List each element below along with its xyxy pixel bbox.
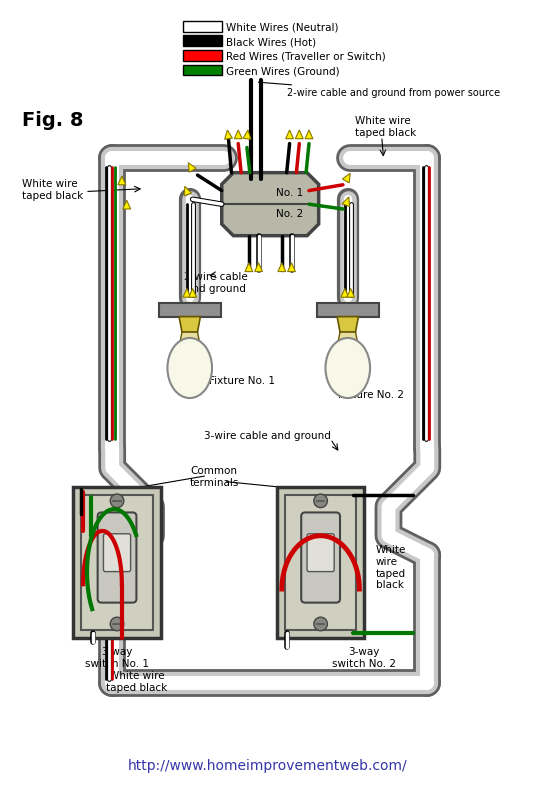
Polygon shape	[123, 200, 131, 209]
Polygon shape	[342, 197, 349, 206]
Ellipse shape	[167, 338, 212, 398]
Polygon shape	[184, 186, 191, 196]
Text: http://www.homeimprovementweb.com/: http://www.homeimprovementweb.com/	[128, 759, 407, 774]
Polygon shape	[337, 317, 359, 332]
Polygon shape	[341, 289, 349, 298]
Text: No. 2: No. 2	[276, 209, 303, 219]
Polygon shape	[285, 130, 294, 138]
Text: Common
terminals: Common terminals	[189, 466, 239, 487]
FancyBboxPatch shape	[183, 21, 222, 31]
Circle shape	[110, 617, 124, 630]
Polygon shape	[288, 263, 295, 271]
Ellipse shape	[326, 338, 370, 398]
Polygon shape	[245, 263, 253, 271]
Circle shape	[110, 494, 124, 508]
Polygon shape	[338, 332, 358, 342]
FancyBboxPatch shape	[301, 513, 340, 602]
FancyBboxPatch shape	[307, 534, 334, 571]
Polygon shape	[295, 130, 303, 138]
FancyBboxPatch shape	[277, 487, 364, 638]
Text: Fixture No. 2: Fixture No. 2	[338, 390, 404, 400]
Text: 3-wire cable and ground: 3-wire cable and ground	[204, 431, 331, 441]
Text: White Wires (Neutral): White Wires (Neutral)	[226, 22, 338, 33]
Polygon shape	[255, 263, 262, 271]
FancyBboxPatch shape	[317, 303, 379, 317]
FancyBboxPatch shape	[159, 303, 221, 317]
Polygon shape	[278, 263, 286, 271]
Polygon shape	[180, 332, 200, 342]
Text: Black Wires (Hot): Black Wires (Hot)	[226, 38, 316, 47]
Polygon shape	[118, 176, 126, 185]
Polygon shape	[183, 289, 191, 298]
Text: No. 1: No. 1	[276, 187, 303, 198]
Circle shape	[314, 617, 327, 630]
Text: Fig. 8: Fig. 8	[22, 111, 84, 130]
Text: 2-wire cable and ground from power source: 2-wire cable and ground from power sourc…	[258, 82, 500, 98]
Polygon shape	[343, 174, 350, 183]
Polygon shape	[179, 317, 200, 332]
Polygon shape	[243, 130, 251, 139]
Polygon shape	[234, 130, 242, 138]
FancyBboxPatch shape	[183, 65, 222, 75]
Polygon shape	[222, 173, 318, 236]
Polygon shape	[189, 289, 196, 298]
Text: White wire
taped black: White wire taped black	[22, 179, 83, 201]
Text: 2-wire cable
and ground: 2-wire cable and ground	[184, 272, 248, 294]
Polygon shape	[188, 162, 196, 172]
Circle shape	[314, 494, 327, 508]
Text: White
wire
taped
black: White wire taped black	[376, 546, 406, 590]
Polygon shape	[346, 289, 355, 298]
FancyBboxPatch shape	[81, 495, 153, 630]
Text: White wire
taped black: White wire taped black	[355, 116, 416, 138]
Polygon shape	[224, 130, 233, 139]
Text: 3-way
switch No. 1: 3-way switch No. 1	[85, 647, 149, 669]
FancyBboxPatch shape	[285, 495, 356, 630]
Text: 3-way
switch No. 2: 3-way switch No. 2	[332, 647, 396, 669]
Polygon shape	[305, 130, 313, 138]
FancyBboxPatch shape	[73, 487, 161, 638]
Text: Red Wires (Traveller or Switch): Red Wires (Traveller or Switch)	[226, 52, 386, 62]
Text: White wire
taped black: White wire taped black	[106, 671, 167, 693]
FancyBboxPatch shape	[183, 35, 222, 46]
FancyBboxPatch shape	[103, 534, 130, 571]
Text: Fixture No. 1: Fixture No. 1	[209, 376, 275, 386]
FancyBboxPatch shape	[98, 513, 136, 602]
FancyBboxPatch shape	[183, 50, 222, 61]
Text: Green Wires (Ground): Green Wires (Ground)	[226, 66, 339, 76]
